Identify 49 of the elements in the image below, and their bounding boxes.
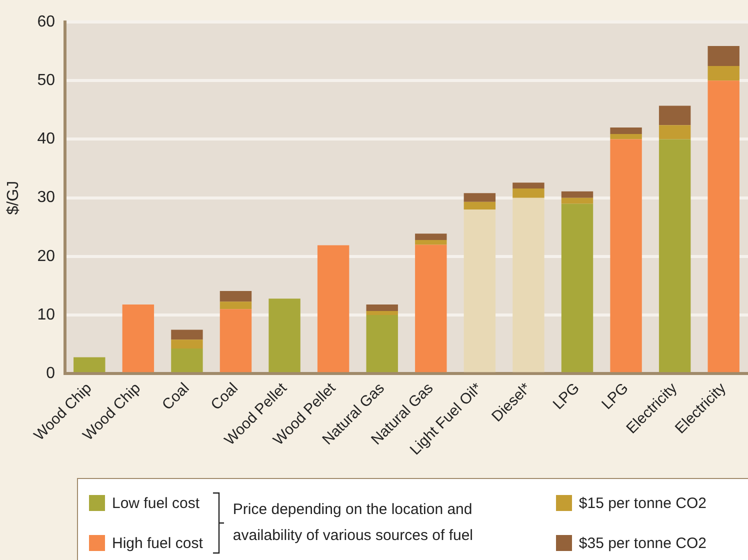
bar	[220, 309, 252, 372]
bar	[171, 340, 203, 348]
legend-label: Low fuel cost	[112, 494, 200, 512]
bar	[171, 330, 203, 340]
legend-label: High fuel cost	[112, 534, 203, 552]
bar	[610, 139, 642, 372]
bar	[658, 125, 691, 140]
x-tick-label: LPG	[598, 380, 632, 413]
bar	[658, 106, 691, 126]
y-tick-label: 60	[37, 13, 56, 30]
bar	[464, 193, 496, 202]
bar	[171, 348, 203, 372]
bar	[366, 315, 398, 372]
bar	[708, 80, 740, 372]
bar	[317, 245, 350, 372]
bar	[610, 127, 642, 134]
y-tick-label: 20	[37, 248, 56, 265]
bar	[220, 302, 252, 310]
bar	[464, 210, 496, 372]
bar	[512, 188, 544, 198]
y-tick-label: 50	[37, 72, 56, 90]
y-tick-label: 0	[46, 365, 56, 382]
bar	[708, 66, 740, 81]
y-tick-label: 10	[37, 306, 56, 324]
legend-label: $35 per tonne CO2	[578, 534, 706, 552]
bar	[708, 46, 740, 66]
bar	[366, 304, 398, 311]
bar	[122, 304, 154, 372]
bar	[561, 198, 594, 204]
bar	[610, 134, 642, 140]
bar	[512, 182, 544, 188]
x-tick-label: LPG	[550, 380, 584, 413]
y-tick-label: 30	[37, 189, 56, 206]
bar	[268, 298, 300, 372]
bar	[220, 291, 252, 302]
bar	[561, 191, 594, 198]
bar	[366, 310, 398, 316]
legend-label: $15 per tonne CO2	[578, 494, 706, 512]
y-tick-label: 40	[37, 130, 56, 148]
bar	[658, 139, 691, 372]
bar	[415, 234, 447, 240]
bar	[415, 240, 447, 245]
bar	[512, 198, 544, 372]
y-axis-title: $/GJ	[5, 180, 22, 215]
text: Price depending on the location and availability of various sources of fuel	[232, 500, 474, 546]
bar	[74, 357, 106, 372]
bar	[415, 244, 447, 372]
bar	[464, 202, 496, 210]
bar	[561, 204, 594, 372]
